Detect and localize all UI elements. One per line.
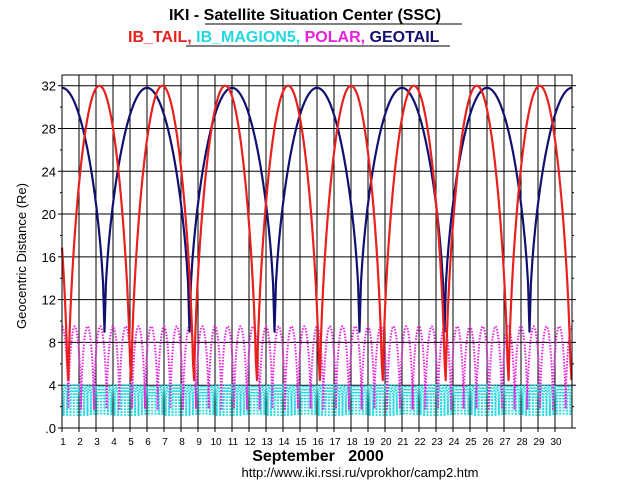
x-tick-label: 20: [380, 437, 392, 448]
x-tick-label: 3: [94, 437, 100, 448]
subtitle-part: IB_TAIL,: [128, 29, 192, 46]
x-tick-label: 17: [329, 437, 341, 448]
x-tick-label: 13: [261, 437, 273, 448]
x-tick-label: 27: [499, 437, 511, 448]
y-tick-label: 8: [49, 335, 56, 350]
y-tick-label: 12: [42, 293, 56, 308]
axes: [58, 74, 576, 432]
x-axis-label: September 2000: [252, 448, 384, 465]
y-axis-label: Geocentric Distance (Re): [14, 183, 29, 329]
x-tick-label: 15: [295, 437, 307, 448]
x-tick-label: 8: [179, 437, 185, 448]
x-tick-label: 1: [60, 437, 66, 448]
x-tick-label: 6: [145, 437, 151, 448]
x-tick-label: 19: [363, 437, 375, 448]
x-tick-label: 23: [431, 437, 443, 448]
source-url: http://www.iki.rssi.ru/vprokhor/camp2.ht…: [242, 465, 479, 480]
x-tick-label: 21: [397, 437, 409, 448]
x-tick-label: 26: [482, 437, 494, 448]
x-tick-label: 10: [210, 437, 222, 448]
series-line-ib-magion5: [61, 384, 573, 417]
chart-subtitle: IB_TAIL, IB_MAGION5, POLAR, GEOTAIL: [128, 29, 440, 46]
subtitle-part: POLAR,: [300, 29, 365, 46]
series-layer: [60, 84, 573, 417]
x-tick-label: 9: [196, 437, 202, 448]
x-tick-label: 28: [516, 437, 528, 448]
series-line-geotail: [61, 86, 573, 333]
y-tick-label: 16: [42, 250, 56, 265]
y-tick-label: 20: [42, 207, 56, 222]
x-tick-label: 5: [128, 437, 134, 448]
x-tick-label: 24: [448, 437, 460, 448]
x-tick-label: 16: [312, 437, 324, 448]
x-tick-label: 2: [77, 437, 83, 448]
x-tick-label: 4: [111, 437, 117, 448]
y-tick-labels: .0 4 8 12 16 20 24 28 32: [42, 79, 56, 436]
subtitle-part: IB_MAGION5,: [192, 29, 300, 46]
x-tick-label: 18: [346, 437, 358, 448]
y-tick-label: 28: [42, 121, 56, 136]
series-line-ib-tail: [60, 84, 573, 382]
grid: [62, 75, 572, 428]
x-tick-label: 12: [244, 437, 256, 448]
y-tick-label: 32: [42, 79, 56, 94]
x-tick-label: 30: [550, 437, 562, 448]
y-tick-label: 4: [49, 378, 56, 393]
x-tick-label: 14: [278, 437, 290, 448]
y-tick-label: .0: [45, 421, 56, 436]
x-tick-label: 22: [414, 437, 426, 448]
subtitle-part: GEOTAIL: [365, 29, 440, 46]
x-tick-label: 29: [533, 437, 545, 448]
chart-title: IKI - Satellite Situation Center (SSC): [169, 7, 441, 24]
x-tick-labels: 1 2 3 4 5 6 7 8 9 10 11 12 13 14 15 16 17 18 19 20 21 22 23 24 2…: [60, 437, 562, 448]
y-tick-label: 24: [42, 164, 56, 179]
x-tick-label: 7: [162, 437, 168, 448]
x-tick-label: 11: [228, 437, 239, 448]
x-tick-label: 25: [465, 437, 477, 448]
